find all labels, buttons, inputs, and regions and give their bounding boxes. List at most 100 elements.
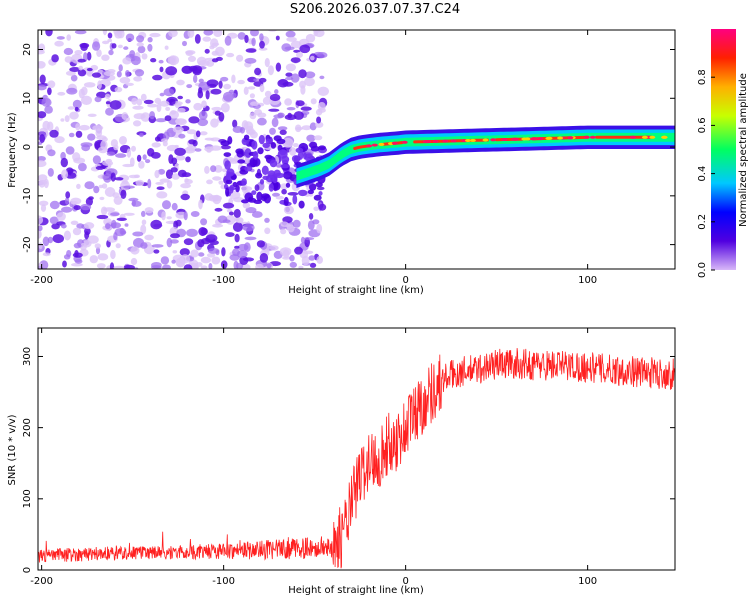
noise-blob bbox=[117, 44, 123, 49]
noise-blob bbox=[41, 98, 52, 107]
noise-blob bbox=[285, 63, 296, 72]
noise-blob bbox=[300, 85, 306, 95]
noise-blob bbox=[176, 257, 185, 268]
noise-blob bbox=[303, 152, 307, 160]
snr-panel: -200 -100 0 100 0 100 200 300 Height of straig… bbox=[7, 327, 676, 596]
noise-blob bbox=[49, 200, 60, 210]
noise-blob bbox=[42, 120, 50, 131]
noise-blob bbox=[285, 76, 294, 81]
noise-blob bbox=[134, 174, 140, 179]
signal-ridge-peak bbox=[537, 137, 544, 141]
noise-blob bbox=[144, 207, 154, 214]
noise-blob bbox=[196, 56, 207, 66]
noise-blob bbox=[281, 188, 287, 195]
noise-blob bbox=[251, 211, 263, 218]
noise-blob bbox=[83, 82, 96, 88]
noise-blob bbox=[245, 207, 257, 214]
noise-blob bbox=[223, 83, 232, 90]
signal-ridge-peak bbox=[501, 138, 507, 141]
x-tick-label: -200 bbox=[30, 275, 53, 286]
noise-blob bbox=[235, 184, 240, 193]
noise-blob bbox=[134, 69, 145, 77]
noise-blob bbox=[140, 242, 148, 249]
noise-blob bbox=[78, 65, 83, 71]
noise-blob bbox=[250, 30, 259, 37]
noise-blob bbox=[257, 117, 267, 126]
noise-blob bbox=[166, 180, 173, 189]
noise-blob bbox=[282, 137, 294, 148]
noise-blob bbox=[237, 159, 246, 164]
noise-blob bbox=[73, 157, 86, 164]
noise-blob bbox=[226, 52, 235, 58]
noise-blob bbox=[210, 38, 219, 48]
noise-blob bbox=[99, 196, 105, 201]
noise-blob bbox=[283, 205, 294, 215]
noise-blob bbox=[104, 93, 111, 100]
signal-ridge-peak bbox=[629, 135, 636, 139]
noise-blob bbox=[271, 117, 279, 128]
noise-blob bbox=[49, 216, 59, 225]
noise-blob bbox=[286, 36, 297, 42]
noise-blob bbox=[237, 79, 245, 85]
noise-blob bbox=[267, 65, 274, 76]
noise-blob bbox=[136, 42, 144, 47]
noise-blob bbox=[317, 86, 329, 97]
noise-blob bbox=[204, 165, 210, 174]
noise-blob bbox=[150, 152, 161, 159]
noise-blob bbox=[95, 165, 105, 170]
noise-blob bbox=[183, 264, 193, 269]
noise-blob bbox=[154, 97, 162, 104]
noise-blob bbox=[214, 165, 223, 173]
noise-blob bbox=[255, 172, 263, 179]
noise-blob bbox=[73, 205, 81, 211]
noise-blob bbox=[194, 148, 202, 152]
noise-blob bbox=[284, 114, 297, 121]
noise-blob bbox=[282, 81, 294, 87]
noise-blob bbox=[316, 116, 322, 124]
noise-blob bbox=[225, 232, 235, 238]
noise-blob bbox=[276, 138, 286, 145]
noise-blob bbox=[69, 67, 81, 72]
noise-blob bbox=[296, 51, 303, 58]
noise-blob bbox=[310, 98, 317, 105]
noise-blob bbox=[63, 230, 71, 241]
noise-blob bbox=[218, 180, 224, 185]
noise-blob bbox=[81, 144, 91, 152]
x-tick-label: 0 bbox=[402, 275, 408, 286]
noise-blob bbox=[61, 169, 69, 180]
noise-blob bbox=[38, 49, 45, 55]
noise-blob bbox=[107, 32, 113, 39]
noise-blob bbox=[110, 249, 116, 260]
noise-blob bbox=[51, 54, 59, 63]
noise-blob bbox=[38, 215, 44, 225]
noise-blob bbox=[315, 182, 323, 188]
spectrogram-x-ticks: -200 -100 0 100 bbox=[30, 30, 597, 286]
noise-blob bbox=[290, 73, 300, 83]
noise-blob bbox=[107, 38, 113, 43]
noise-blob bbox=[168, 154, 174, 165]
noise-blob bbox=[205, 234, 218, 243]
noise-blob bbox=[125, 70, 130, 78]
noise-blob bbox=[188, 55, 196, 63]
noise-blob bbox=[108, 49, 114, 56]
noise-blob bbox=[121, 112, 129, 120]
noise-blob bbox=[123, 185, 135, 189]
noise-blob bbox=[251, 37, 256, 47]
noise-blob bbox=[153, 249, 160, 254]
noise-blob bbox=[42, 252, 51, 257]
noise-blob bbox=[313, 194, 322, 201]
noise-blob bbox=[80, 242, 87, 251]
signal-ridge-peak bbox=[557, 136, 564, 140]
noise-blob bbox=[239, 256, 249, 265]
noise-blob bbox=[84, 222, 95, 230]
noise-blob bbox=[259, 179, 265, 185]
noise-blob bbox=[185, 50, 194, 56]
figure-title: S206.2026.037.07.37.C24 bbox=[290, 2, 460, 17]
noise-blob bbox=[293, 111, 304, 120]
noise-blob bbox=[203, 30, 214, 36]
noise-blob bbox=[72, 252, 83, 258]
noise-blob bbox=[234, 233, 240, 243]
noise-blob bbox=[202, 36, 212, 42]
noise-blob bbox=[38, 160, 47, 168]
